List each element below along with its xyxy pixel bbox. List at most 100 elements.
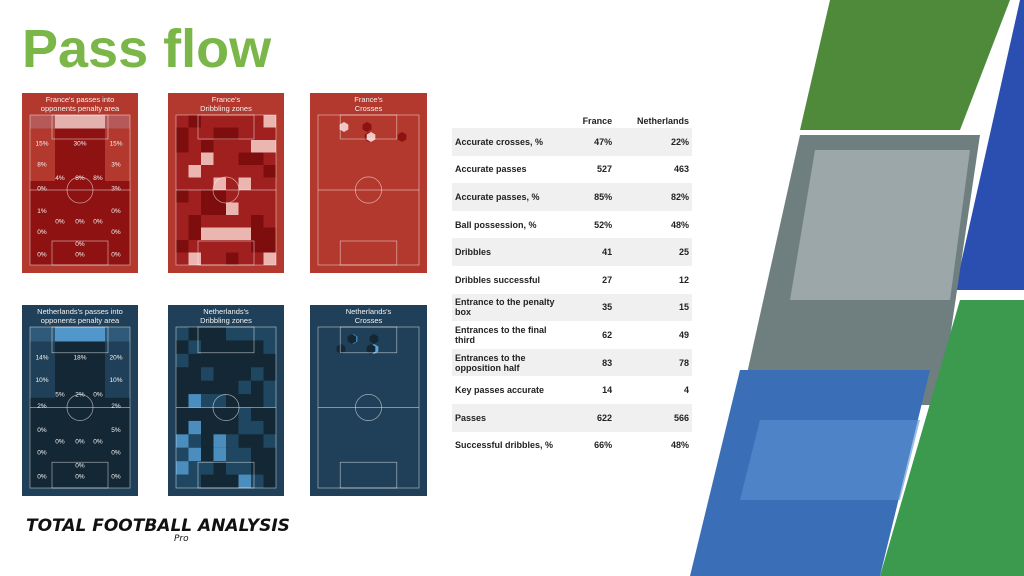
photo-detail bbox=[740, 420, 920, 500]
header-cell: Netherlands bbox=[636, 116, 689, 126]
cross-hex bbox=[366, 132, 376, 142]
panel-title: Dribbling zones bbox=[200, 316, 252, 325]
pitch-line bbox=[51, 461, 109, 489]
heat-cell bbox=[238, 380, 251, 395]
cross-hex bbox=[397, 132, 407, 142]
zone-label: 0% bbox=[75, 252, 85, 259]
row-value: 78 bbox=[615, 348, 692, 377]
zone-label: 0% bbox=[37, 427, 47, 434]
heat-cell bbox=[226, 461, 239, 475]
pitch-line bbox=[197, 326, 255, 354]
zone-label: 0% bbox=[75, 241, 85, 248]
row-value: 463 bbox=[673, 164, 689, 175]
heat-cell bbox=[251, 240, 264, 253]
pitch-line bbox=[51, 240, 109, 266]
table-row: Ball possession, % 52% 48% bbox=[452, 211, 692, 239]
cross-hex bbox=[339, 122, 349, 132]
row-label: Key passes accurate bbox=[455, 385, 545, 396]
row-value: 622 bbox=[568, 403, 616, 432]
zone-label: 8% bbox=[93, 175, 103, 182]
zone-label: 15% bbox=[35, 141, 48, 148]
row-label: Passes bbox=[452, 403, 568, 432]
zone-label: 18% bbox=[73, 355, 86, 362]
row-label: Successful dribbles, % bbox=[455, 440, 554, 451]
zone bbox=[105, 128, 130, 181]
zone-label: 0% bbox=[75, 219, 85, 226]
zone-label: 3% bbox=[111, 186, 121, 193]
zone-label: 0% bbox=[93, 438, 103, 445]
zone bbox=[30, 341, 55, 398]
cross-hex bbox=[347, 334, 357, 344]
heat-cell bbox=[263, 340, 276, 354]
heat-cell bbox=[213, 127, 226, 140]
panel-title: France's bbox=[212, 95, 241, 104]
zone-label: 0% bbox=[111, 474, 121, 481]
zone bbox=[30, 115, 130, 129]
heat-cell bbox=[201, 227, 214, 240]
row-value: 25 bbox=[615, 238, 692, 266]
panel-title: Dribbling zones bbox=[200, 104, 252, 113]
heat-cell bbox=[238, 327, 251, 341]
panel-title: opponents penalty area bbox=[41, 316, 120, 325]
table-row: Entrances to the opposition half 83 78 bbox=[452, 348, 692, 377]
logo-name: TOTAL FOOTBALL ANALYSIS bbox=[26, 516, 290, 536]
heat-cell bbox=[238, 474, 251, 488]
heat-cell bbox=[188, 420, 201, 435]
pitch-line bbox=[355, 394, 382, 421]
zone-label: 0% bbox=[75, 474, 85, 481]
heat-cell bbox=[251, 367, 264, 381]
zone-label: 4% bbox=[55, 175, 65, 182]
zone-label: 0% bbox=[37, 474, 47, 481]
logo-sub: Pro bbox=[174, 534, 189, 544]
heat-cell bbox=[238, 461, 251, 475]
table-row: Accurate passes 527 463 bbox=[452, 156, 692, 184]
heat-cell bbox=[201, 140, 214, 153]
heat-cell bbox=[263, 394, 276, 408]
zone-label: 0% bbox=[37, 252, 47, 259]
heat-cell bbox=[226, 227, 239, 240]
heat-cell bbox=[176, 353, 189, 368]
row-value: 12 bbox=[678, 274, 689, 285]
row-label: Accurate passes, % bbox=[452, 183, 568, 211]
zone-label: 0% bbox=[37, 186, 47, 193]
zone-label: 10% bbox=[109, 377, 122, 384]
heat-cell bbox=[176, 461, 189, 475]
heat-cell bbox=[251, 420, 264, 435]
cross-hex bbox=[366, 344, 376, 354]
heat-cell bbox=[201, 190, 214, 203]
zone bbox=[30, 128, 55, 181]
pitch-line bbox=[339, 114, 398, 140]
heat-cell bbox=[226, 447, 239, 462]
row-value: 15 bbox=[615, 293, 692, 322]
table-row: Key passes accurate 14 4 bbox=[452, 376, 692, 404]
heat-cell bbox=[263, 227, 276, 240]
row-value: 85% bbox=[568, 183, 616, 211]
zone bbox=[55, 327, 105, 342]
panel-title: opponents penalty area bbox=[41, 104, 120, 113]
heat-cell bbox=[238, 447, 251, 462]
table-row: Passes 622 566 bbox=[452, 403, 692, 432]
heat-cell bbox=[188, 227, 201, 240]
heat-cell bbox=[188, 215, 201, 228]
pitch-line bbox=[197, 240, 255, 266]
heat-cell bbox=[213, 434, 226, 448]
pitch-line bbox=[355, 176, 382, 204]
heat-cell bbox=[263, 327, 276, 341]
zone-label: 0% bbox=[75, 438, 85, 445]
pitch-line bbox=[66, 394, 94, 421]
heat-cell bbox=[263, 240, 276, 253]
zone-label: 0% bbox=[55, 219, 65, 226]
panel bbox=[310, 305, 427, 496]
photo-detail bbox=[790, 150, 970, 300]
panel bbox=[310, 93, 427, 273]
zone-label: 3% bbox=[111, 162, 121, 169]
zone-label: 0% bbox=[111, 229, 121, 236]
zone-label: 0% bbox=[111, 208, 121, 215]
heat-cell bbox=[176, 474, 189, 488]
pitch-line bbox=[197, 461, 255, 489]
zone-label: 2% bbox=[111, 403, 121, 410]
heat-cell bbox=[201, 202, 214, 215]
row-label: Ball possession, % bbox=[455, 219, 537, 230]
table-header: France Netherlands bbox=[452, 114, 692, 128]
heat-cell bbox=[226, 434, 239, 448]
